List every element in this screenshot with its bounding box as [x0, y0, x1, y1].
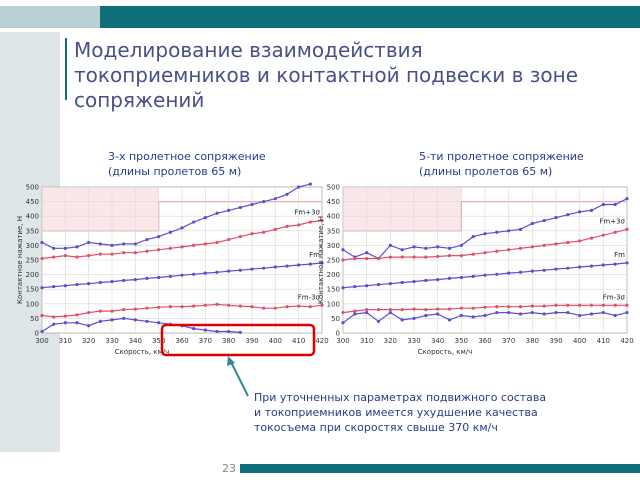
y-tick-label: 0	[336, 330, 340, 338]
series-line	[342, 262, 628, 289]
y-tick-label: 500	[327, 184, 340, 192]
x-tick-label: 310	[59, 337, 72, 345]
x-axis-label: Скорость, км/ч	[418, 348, 473, 356]
slide-title: токоприемников и контактной подвески в з…	[74, 63, 578, 87]
y-tick-label: 300	[327, 242, 340, 250]
header-accent	[0, 6, 100, 28]
point	[341, 286, 345, 290]
y-tick-label: 150	[26, 286, 39, 294]
y-tick-label: 100	[26, 300, 39, 308]
line-label: Fm+3σ	[294, 209, 320, 217]
y-tick-label: 250	[26, 257, 39, 265]
series-line	[41, 220, 323, 260]
y-tick-label: 100	[327, 300, 340, 308]
chart-subtitle: (длины пролетов 65 м)	[419, 165, 552, 178]
x-tick-label: 300	[35, 337, 48, 345]
line-label: Fm	[614, 251, 625, 259]
x-tick-label: 320	[82, 337, 95, 345]
x-tick-label: 410	[292, 337, 305, 345]
x-tick-label: 400	[269, 337, 282, 345]
series-line	[41, 262, 323, 289]
x-tick-label: 370	[502, 337, 515, 345]
charts: 300 310 320 330 340 350 360 370 380 390 400 410 420 0…	[16, 150, 634, 356]
page-number: 23	[222, 462, 236, 475]
x-tick-label: 340	[431, 337, 444, 345]
chart-subtitle: (длины пролетов 65 м)	[108, 165, 241, 178]
slide-title: сопряжений	[74, 88, 204, 112]
y-tick-label: 400	[26, 213, 39, 221]
line-label: Fm+3σ	[599, 217, 625, 225]
x-tick-label: 380	[222, 337, 235, 345]
x-tick-label: 350	[455, 337, 468, 345]
header-band	[0, 6, 640, 28]
series-line	[342, 198, 628, 260]
footer-band	[240, 464, 640, 473]
x-tick-label: 300	[336, 337, 349, 345]
point	[320, 218, 324, 223]
slide-title: Моделирование взаимодействия	[74, 38, 423, 62]
x-tick-label: 330	[105, 337, 118, 345]
point	[238, 330, 242, 335]
y-tick-label: 350	[327, 227, 340, 235]
y-axis-label: Контактное нажатие, Н	[16, 216, 24, 304]
annotation: При уточненных параметрах подвижного сос…	[254, 391, 546, 404]
x-tick-label: 410	[597, 337, 610, 345]
y-tick-label: 50	[30, 315, 39, 323]
y-tick-label: 200	[327, 271, 340, 279]
x-tick-label: 400	[573, 337, 586, 345]
y-tick-label: 50	[331, 315, 340, 323]
series-line	[41, 317, 241, 333]
limit-hatch	[343, 187, 462, 231]
line-label: Fm	[309, 251, 320, 259]
line-label: Fm-3σ	[603, 293, 626, 301]
x-tick-label: 340	[129, 337, 142, 345]
y-axis-label: Контактное нажатие, Н	[317, 216, 325, 304]
x-tick-label: 380	[526, 337, 539, 345]
y-tick-label: 250	[327, 257, 340, 265]
y-tick-label: 500	[26, 184, 39, 192]
series-line	[41, 303, 323, 318]
x-tick-label: 390	[245, 337, 258, 345]
y-tick-label: 450	[26, 198, 39, 206]
x-tick-label: 370	[199, 337, 212, 345]
line-label: Fm-3σ	[298, 293, 321, 301]
y-tick-label: 0	[35, 330, 39, 338]
annotation: токосъема при скоростях свыше 370 км/ч	[254, 421, 498, 434]
arrow	[230, 361, 249, 397]
x-tick-label: 320	[384, 337, 397, 345]
y-tick-label: 300	[26, 242, 39, 250]
point	[320, 303, 324, 307]
point	[40, 286, 44, 290]
chart-title: 5-ти пролетное сопряжение	[419, 150, 584, 163]
y-tick-label: 150	[327, 286, 340, 294]
x-tick-label: 350	[152, 337, 165, 345]
x-tick-label: 420	[620, 337, 633, 345]
x-axis-label: Скорость, км/ч	[115, 348, 170, 356]
x-tick-label: 360	[175, 337, 188, 345]
x-tick-label: 420	[315, 337, 328, 345]
x-tick-label: 310	[360, 337, 373, 345]
y-tick-label: 450	[327, 198, 340, 206]
annotation: и токоприемников имеется ухудшение качес…	[254, 406, 538, 419]
y-tick-label: 200	[26, 271, 39, 279]
x-tick-label: 360	[478, 337, 491, 345]
arrow-head	[227, 356, 235, 366]
series-line	[41, 183, 311, 249]
chart-title: 3-х пролетное сопряжение	[108, 150, 266, 163]
series-line	[342, 228, 628, 261]
x-tick-label: 330	[407, 337, 420, 345]
y-tick-label: 400	[327, 213, 340, 221]
y-tick-label: 350	[26, 227, 39, 235]
point	[40, 313, 44, 318]
series-line	[342, 311, 628, 324]
limit-hatch	[42, 187, 159, 231]
x-tick-label: 390	[549, 337, 562, 345]
highlight-box	[160, 323, 316, 357]
point	[40, 256, 44, 261]
series-line	[342, 304, 627, 314]
